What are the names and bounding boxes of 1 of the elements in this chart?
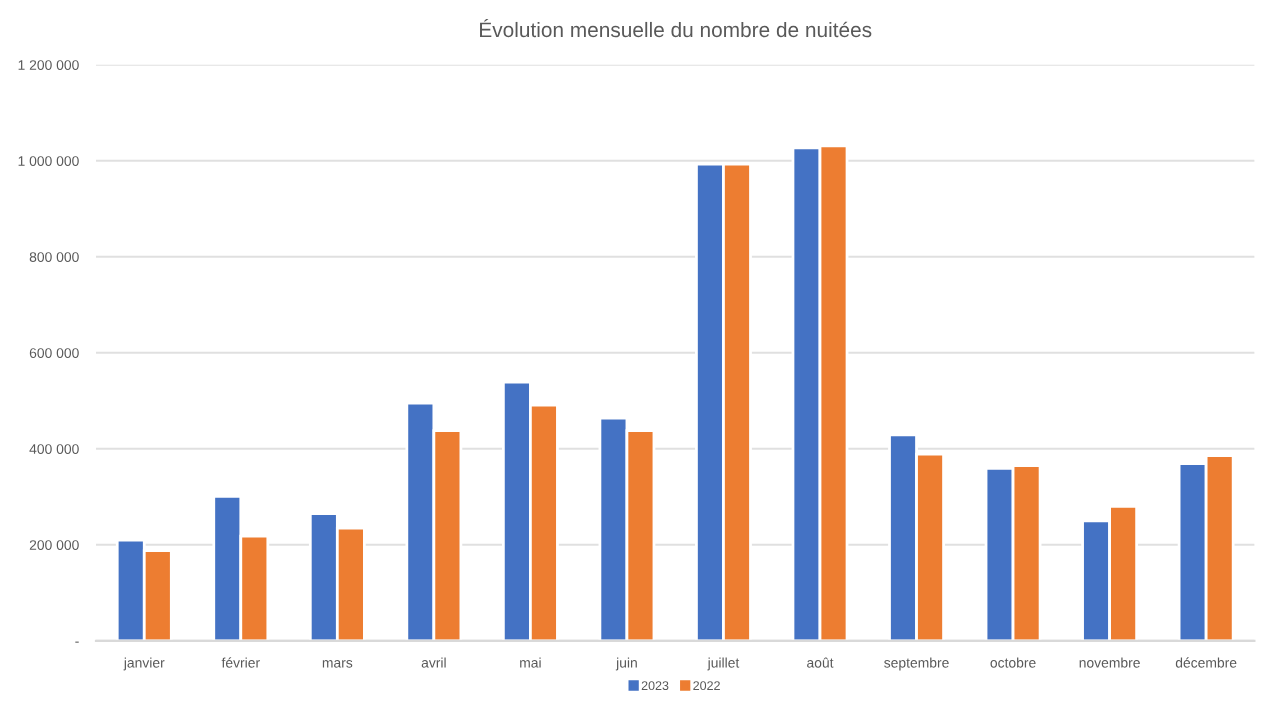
chart-title: Évolution mensuelle du nombre de nuitées <box>480 18 872 38</box>
